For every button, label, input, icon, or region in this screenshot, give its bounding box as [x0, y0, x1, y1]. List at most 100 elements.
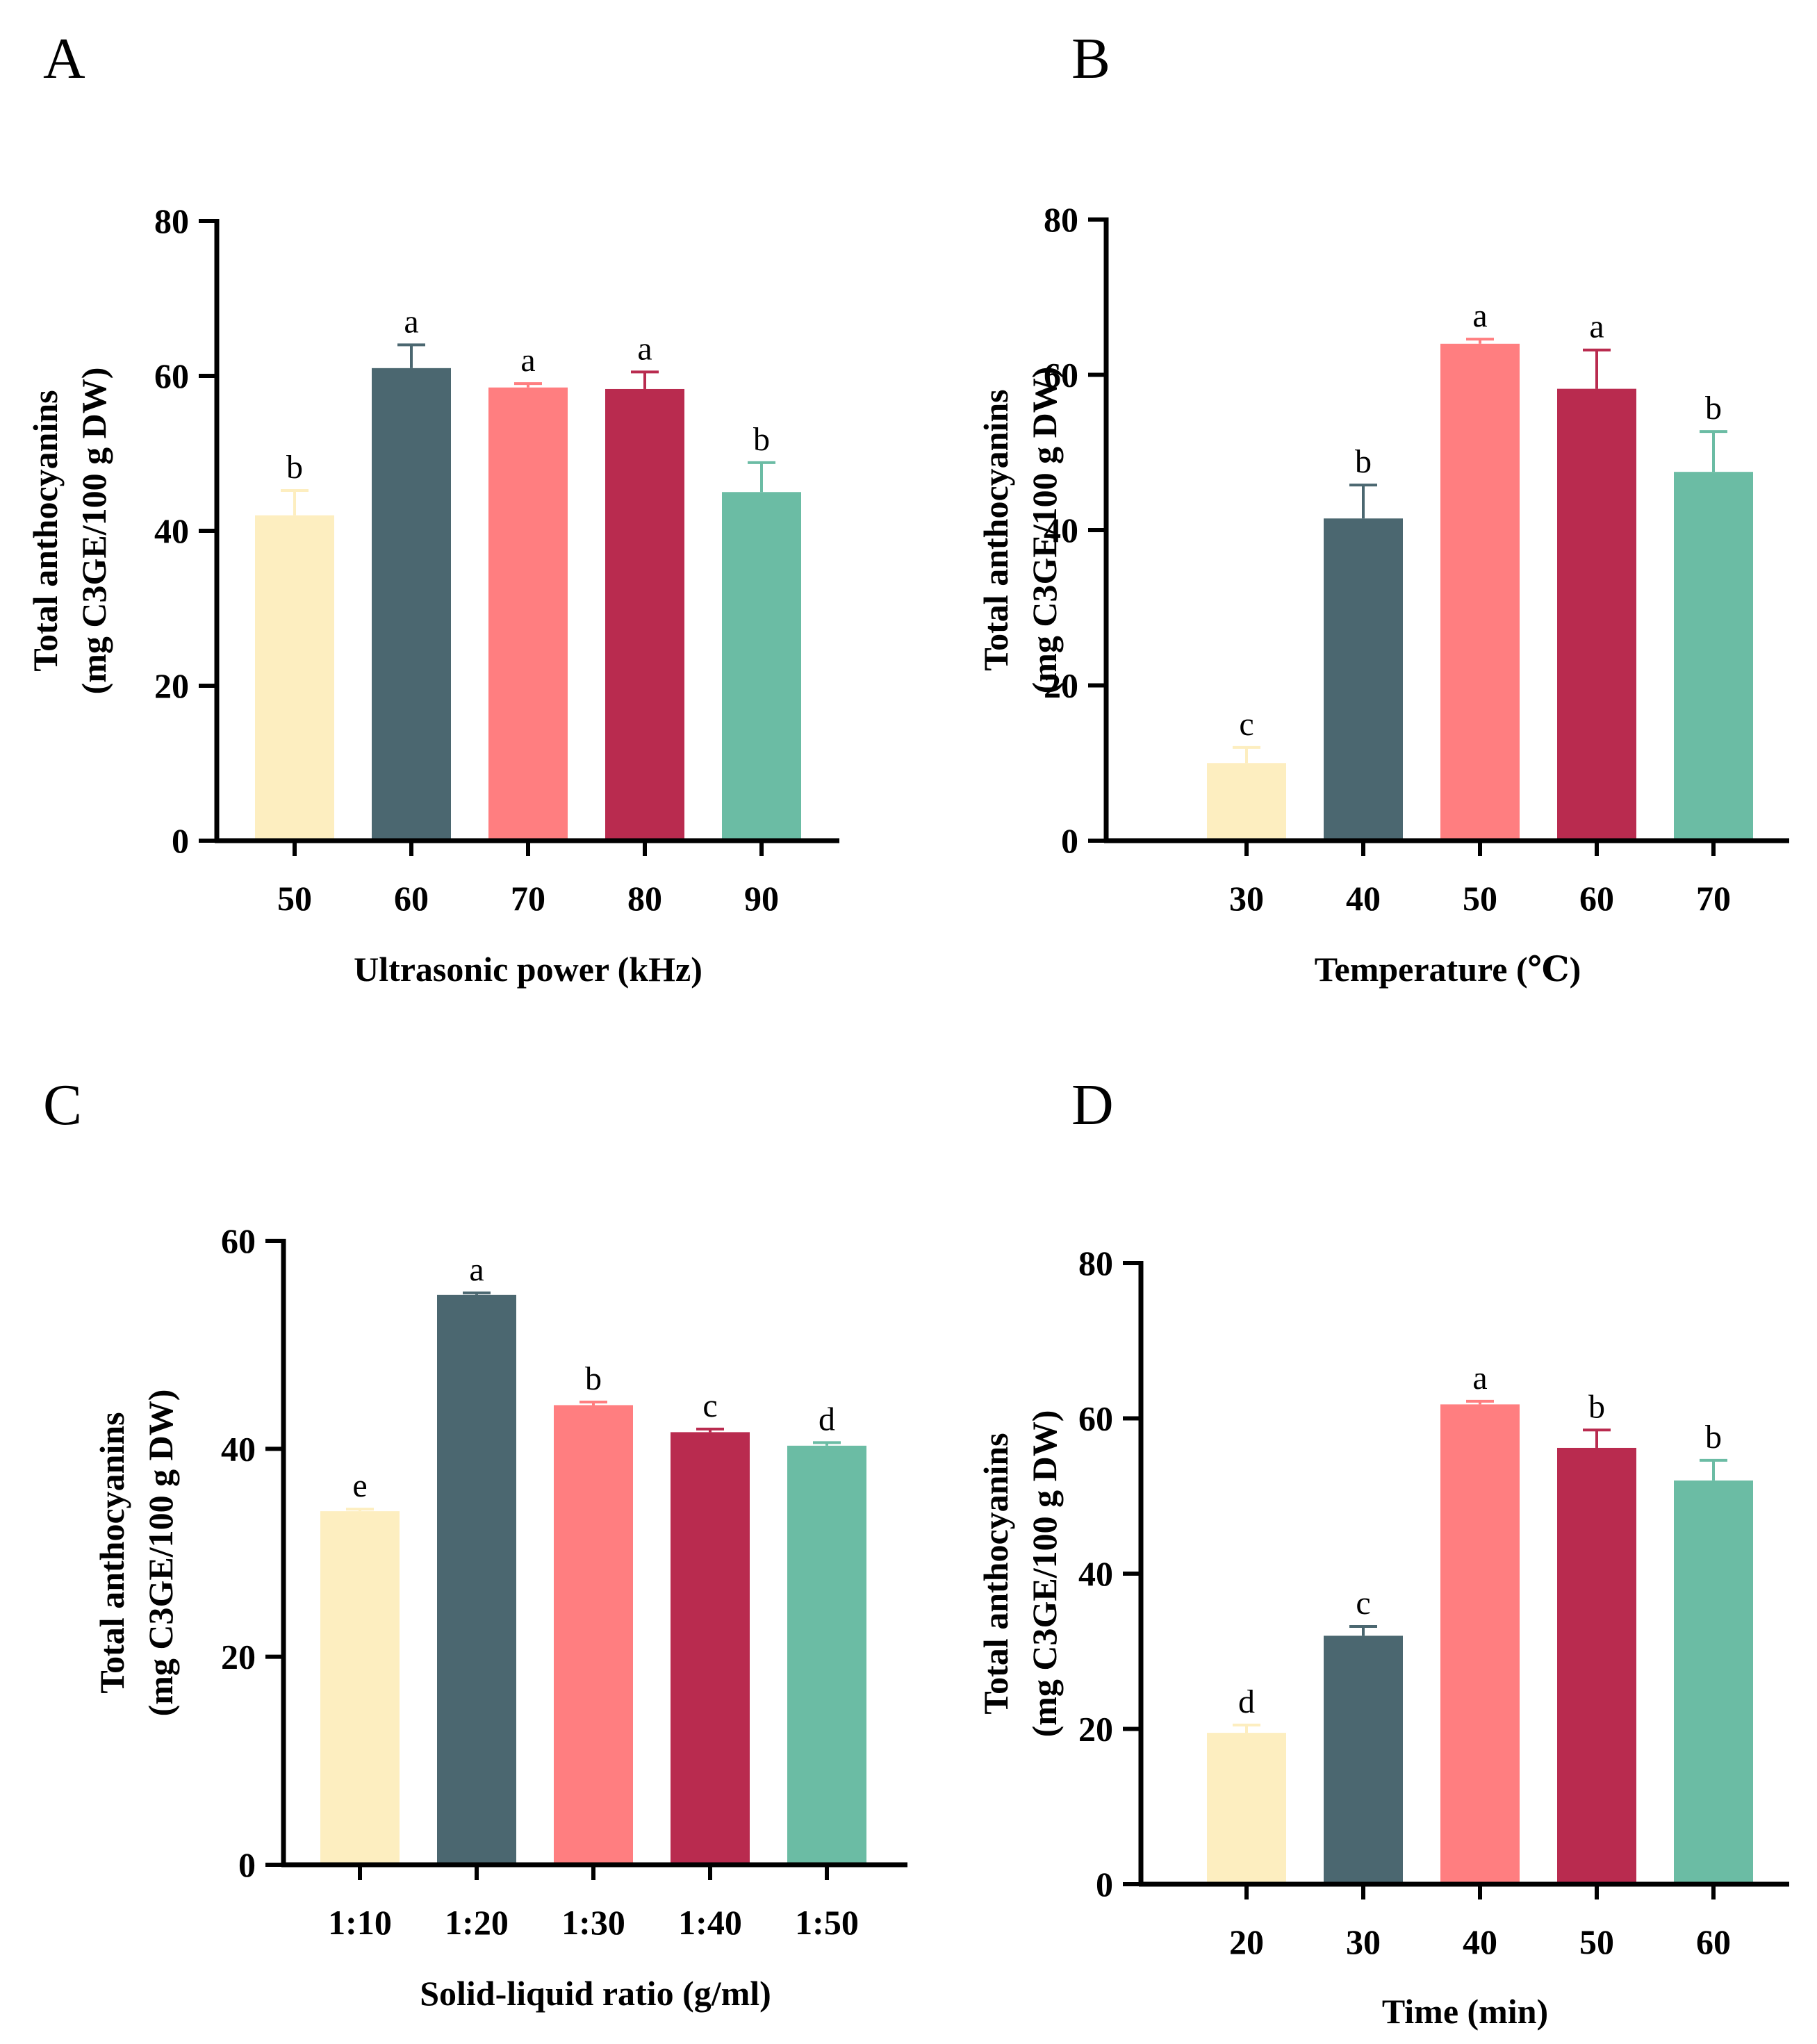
- x-tick-label: 50: [1579, 1922, 1614, 1961]
- significance-label: a: [520, 342, 535, 379]
- y-tick-label: 40: [1078, 1554, 1113, 1593]
- bar: [1207, 763, 1286, 841]
- x-axis-title: Solid-liquid ratio (g/ml): [420, 1974, 771, 2013]
- x-tick-label: 1:20: [445, 1903, 509, 1942]
- panel-letter: C: [43, 1073, 82, 1137]
- x-axis-title: Temperature (℃): [1315, 950, 1581, 989]
- y-tick-label: 40: [221, 1429, 256, 1468]
- y-tick-label: 80: [1044, 200, 1078, 239]
- significance-label: a: [404, 303, 418, 340]
- x-tick-label: 50: [1463, 879, 1497, 918]
- chart-panel-b: Bc 30 b 40 a 50 a 60 b 70 0 20 40 60 80 Temperature (℃)…: [976, 26, 1789, 989]
- significance-label: a: [637, 330, 652, 367]
- significance-label: b: [753, 421, 770, 458]
- x-tick-label: 30: [1229, 879, 1264, 918]
- y-tick-label: 80: [1078, 1244, 1113, 1283]
- y-tick-label: 20: [1044, 666, 1078, 705]
- significance-label: b: [1705, 1419, 1722, 1456]
- bar: [1324, 518, 1403, 841]
- bar: [1207, 1733, 1286, 1884]
- x-tick-label: 1:30: [561, 1903, 625, 1942]
- x-tick-label: 1:40: [678, 1903, 742, 1942]
- significance-label: a: [1472, 1360, 1487, 1396]
- x-tick-label: 60: [1696, 1922, 1731, 1961]
- bar: [1557, 388, 1636, 841]
- bar: [437, 1294, 516, 1865]
- significance-label: a: [469, 1251, 484, 1288]
- y-axis-title: Total anthocyanins: [976, 389, 1015, 670]
- x-tick-label: 70: [511, 879, 545, 918]
- y-axis-subtitle: (mg C3GE/100 g DW): [1025, 1410, 1064, 1738]
- y-tick-label: 20: [221, 1638, 256, 1676]
- significance-label: c: [1356, 1585, 1370, 1622]
- significance-label: a: [1589, 308, 1604, 345]
- significance-label: c: [702, 1387, 717, 1424]
- x-tick-label: 40: [1463, 1922, 1497, 1961]
- y-tick-label: 60: [221, 1221, 256, 1260]
- y-tick-label: 0: [1061, 821, 1078, 860]
- y-axis-title: Total anthocyanins: [92, 1412, 131, 1693]
- bar: [1557, 1447, 1636, 1884]
- x-tick-label: 90: [744, 879, 779, 918]
- significance-label: e: [352, 1467, 367, 1504]
- chart-panel-c: Ce 1:10 a 1:20 b 1:30 c 1:40 d 1:50 0 20 40 60 Solid-l…: [43, 1073, 907, 2013]
- bar: [488, 387, 568, 841]
- bar: [554, 1405, 633, 1865]
- bar: [1324, 1635, 1403, 1884]
- significance-label: b: [286, 449, 303, 486]
- bar: [1440, 1404, 1520, 1884]
- bar: [1674, 1480, 1753, 1884]
- y-tick-label: 60: [1044, 356, 1078, 395]
- x-tick-label: 1:50: [795, 1903, 859, 1942]
- y-tick-label: 0: [1096, 1865, 1113, 1904]
- y-tick-label: 40: [1044, 511, 1078, 550]
- significance-label: b: [1705, 390, 1722, 427]
- x-tick-label: 1:10: [328, 1903, 392, 1942]
- y-axis-subtitle: (mg C3GE/100 g DW): [1025, 367, 1064, 694]
- bar: [605, 388, 684, 841]
- significance-label: a: [1472, 297, 1487, 334]
- panel-letter: A: [43, 26, 85, 91]
- y-axis-title: Total anthocyanins: [976, 1433, 1015, 1714]
- x-tick-label: 60: [1579, 879, 1614, 918]
- significance-label: d: [1238, 1683, 1255, 1720]
- x-tick-label: 30: [1346, 1922, 1381, 1961]
- panel-letter: D: [1071, 1073, 1114, 1137]
- chart-panel-d: Dd 20 c 30 a 40 b 50 b 60 0 20 40 60 80 Time (min) Total…: [976, 1073, 1789, 2031]
- panel-letter: B: [1071, 26, 1110, 91]
- significance-label: b: [1588, 1388, 1605, 1425]
- chart-panel-a: Ab 50 a 60 a 70 a 80 b 90 0 20 40 60 80 Ultrasonic powe…: [26, 26, 839, 989]
- x-axis-title: Ultrasonic power (kHz): [354, 950, 702, 989]
- x-tick-label: 50: [277, 879, 312, 918]
- y-tick-label: 20: [154, 666, 189, 705]
- bar: [787, 1445, 866, 1865]
- bar: [255, 515, 334, 841]
- bar: [722, 492, 801, 841]
- x-tick-label: 40: [1346, 879, 1381, 918]
- y-axis-subtitle: (mg C3GE/100 g DW): [141, 1390, 180, 1717]
- bar: [1440, 343, 1520, 841]
- y-axis-title: Total anthocyanins: [26, 390, 65, 671]
- x-tick-label: 20: [1229, 1922, 1264, 1961]
- significance-label: b: [1355, 443, 1372, 480]
- y-tick-label: 60: [154, 356, 189, 395]
- significance-label: c: [1239, 706, 1253, 743]
- y-axis-subtitle: (mg C3GE/100 g DW): [74, 368, 113, 695]
- y-tick-label: 60: [1078, 1399, 1113, 1438]
- x-axis-title: Time (min): [1382, 1992, 1548, 2031]
- bar: [320, 1511, 400, 1865]
- bar: [1674, 472, 1753, 841]
- significance-label: d: [819, 1401, 835, 1437]
- y-tick-label: 20: [1078, 1710, 1113, 1749]
- significance-label: b: [585, 1360, 602, 1397]
- bar: [372, 368, 451, 841]
- y-tick-label: 0: [172, 821, 189, 860]
- y-tick-label: 0: [238, 1845, 256, 1884]
- x-tick-label: 60: [394, 879, 429, 918]
- y-tick-label: 40: [154, 511, 189, 550]
- y-tick-label: 80: [154, 201, 189, 240]
- x-tick-label: 70: [1696, 879, 1731, 918]
- x-tick-label: 80: [627, 879, 662, 918]
- bar: [671, 1432, 750, 1865]
